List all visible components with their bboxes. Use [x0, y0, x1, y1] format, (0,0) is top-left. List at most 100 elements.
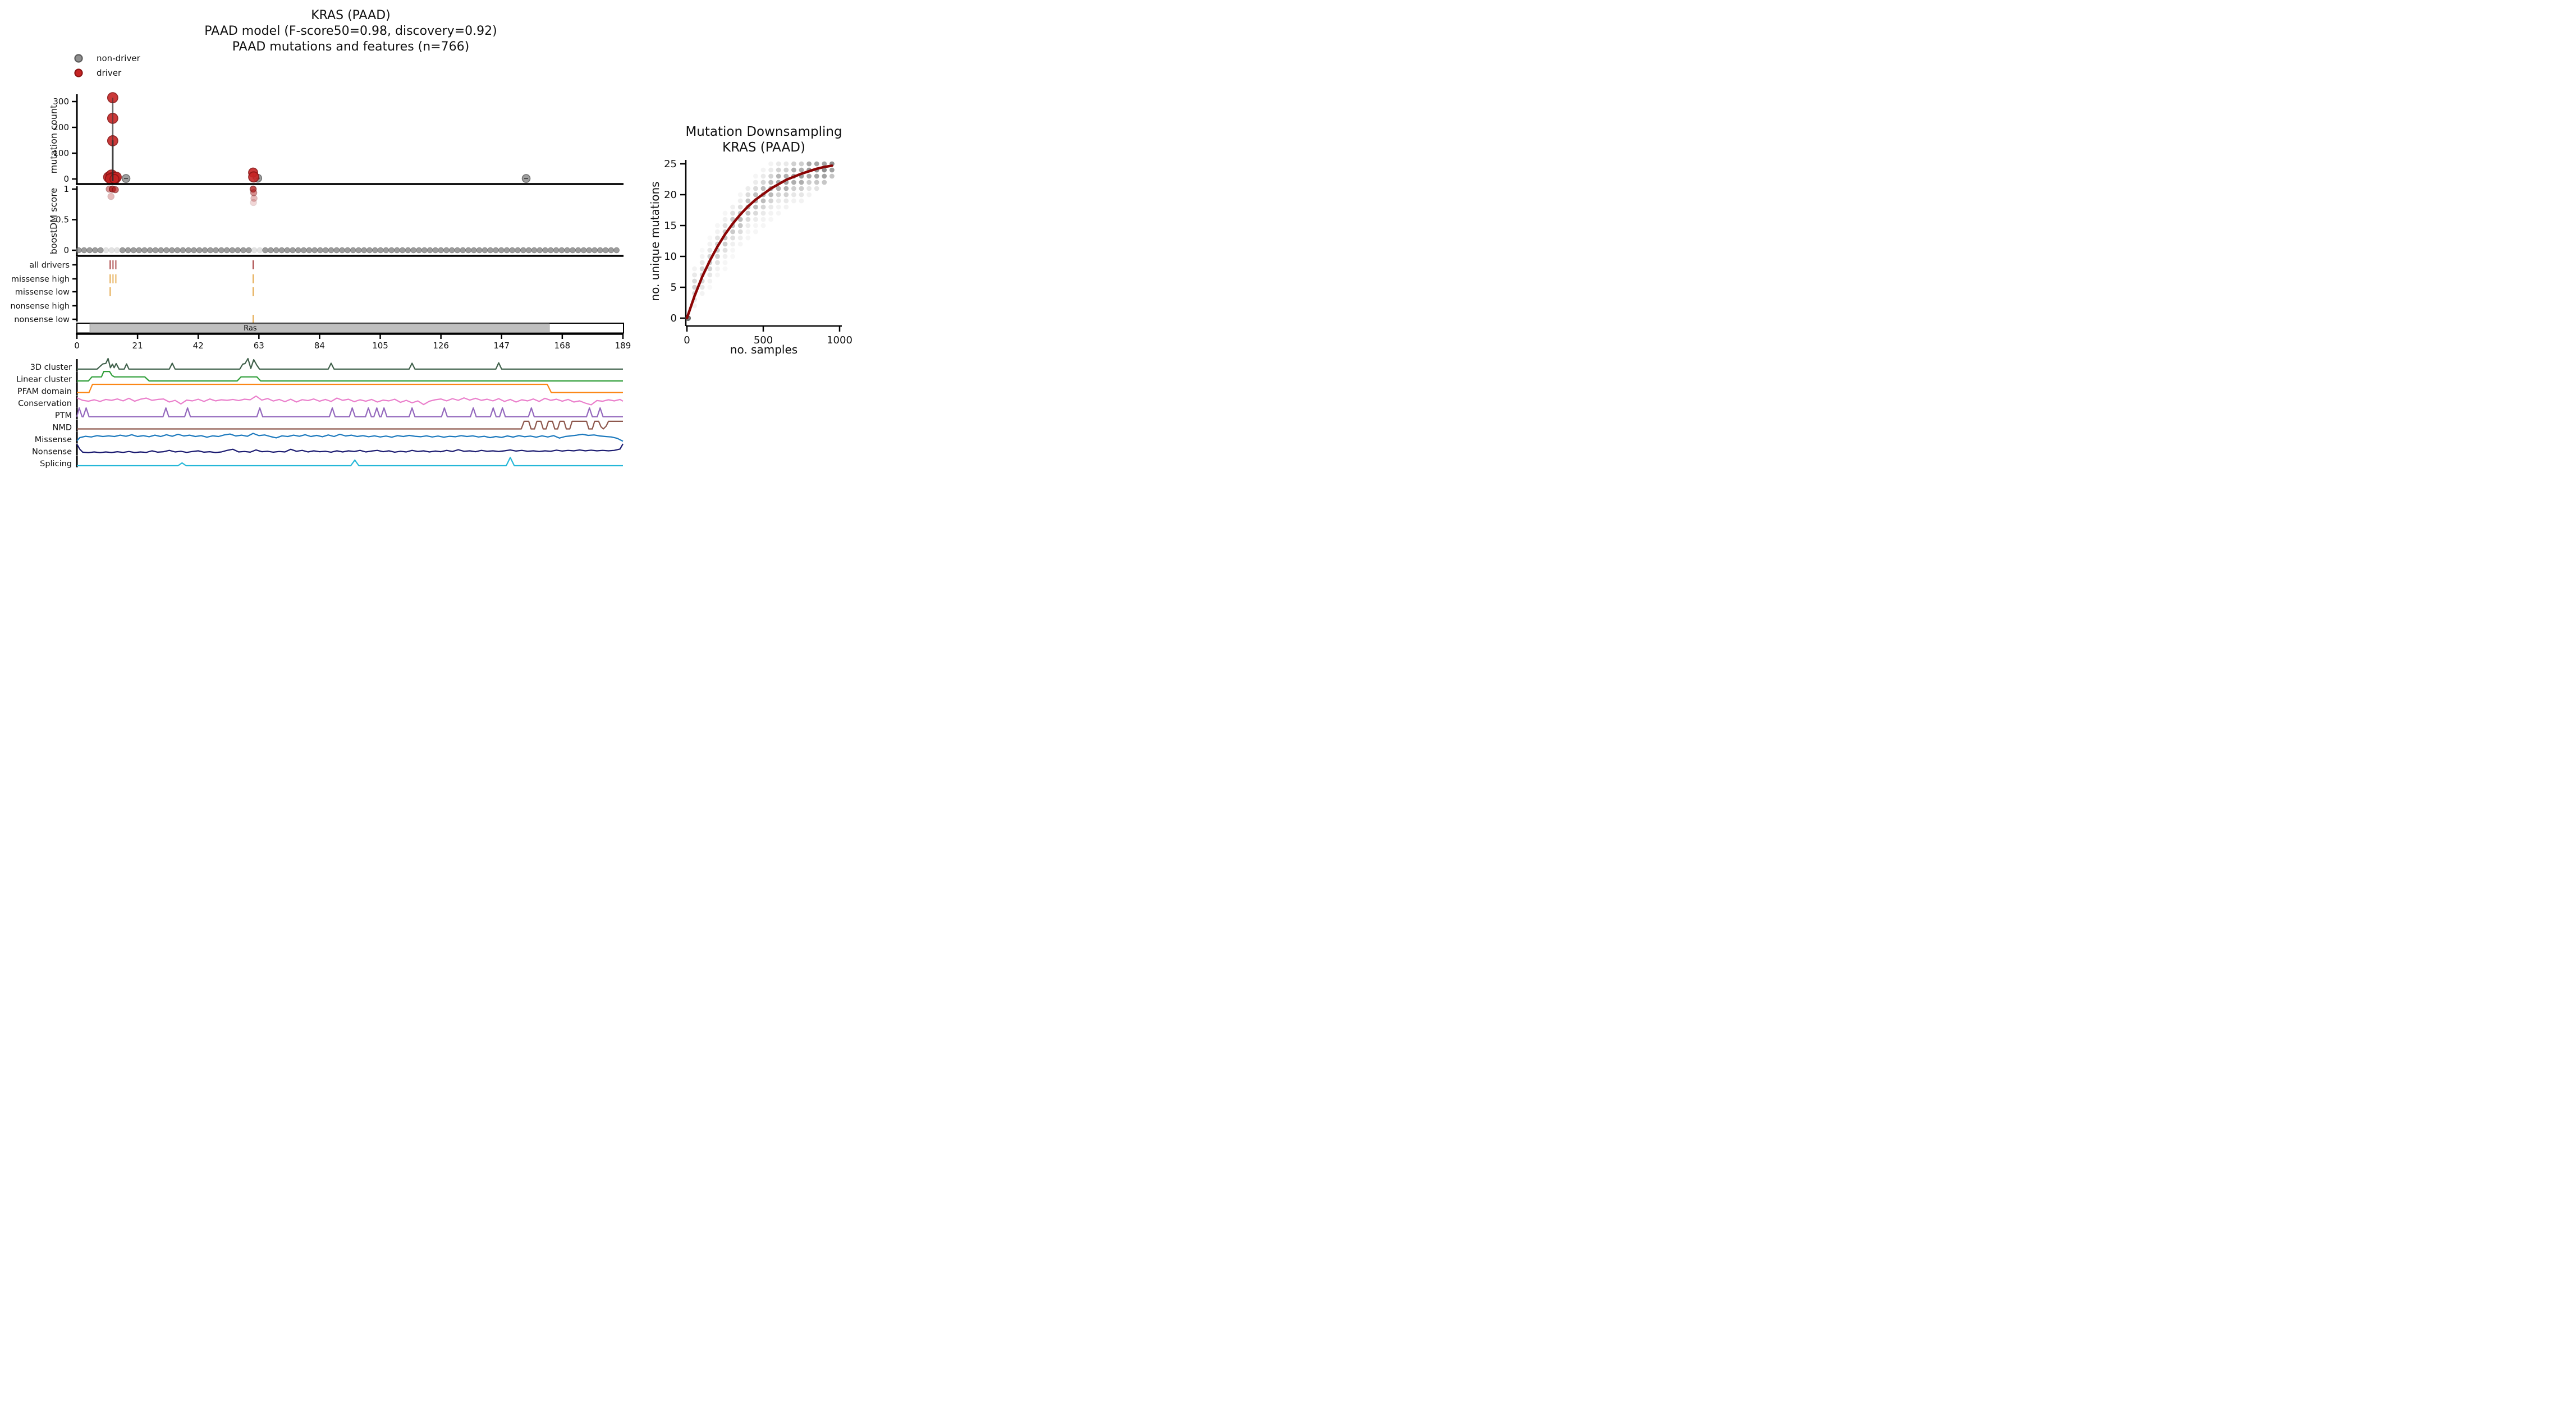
mutation-count-ytick-label: 300: [53, 97, 69, 107]
score-zero-point: [92, 247, 98, 254]
mutation-count-ytick-label: 0: [63, 174, 69, 184]
score-zero-point: [268, 247, 274, 254]
downsampling-point: [768, 198, 773, 204]
score-zero-point: [300, 247, 307, 254]
score-zero-point: [542, 247, 548, 254]
downsampling-point: [829, 167, 835, 173]
downsampling-point: [753, 229, 758, 235]
score-zero-point: [311, 247, 318, 254]
downsampling-point: [699, 266, 705, 272]
score-zero-point: [322, 247, 329, 254]
score-zero-point: [443, 247, 450, 254]
track-row-label: missense low: [15, 288, 70, 297]
feature-label-nonsense: Nonsense: [32, 448, 72, 457]
x-axis-tick-label: 147: [493, 341, 510, 351]
score-zero-point: [201, 247, 208, 254]
downsampling-point: [776, 210, 781, 216]
driver-score-point: [107, 192, 114, 200]
downsampling-point: [768, 161, 773, 167]
downsampling-point: [776, 204, 781, 210]
downsampling-point: [768, 192, 773, 198]
downsampling-point: [737, 235, 743, 241]
downsampling-point: [799, 198, 804, 204]
downsampling-point: [806, 161, 812, 167]
boostdm-ytick-label: 0.5: [56, 215, 69, 225]
score-zero-point: [240, 247, 246, 254]
downsampling-ytick-label: 20: [664, 189, 677, 201]
downsampling-point: [783, 167, 789, 173]
score-zero-point: [580, 247, 587, 254]
downsampling-point: [783, 173, 789, 179]
boostdm-score-ylabel: boostDM score: [48, 188, 59, 255]
score-zero-point: [454, 247, 461, 254]
driver-score-point: [250, 189, 258, 196]
mutation-count-ytick-label: 200: [53, 122, 69, 132]
downsampling-point: [753, 210, 758, 216]
score-zero-point: [399, 247, 406, 254]
x-axis-tick-label: 84: [314, 341, 325, 351]
x-axis-tick-label: 0: [74, 341, 80, 351]
x-axis-tick-label: 105: [372, 341, 388, 351]
figure-page: KRAS (PAAD) PAAD model (F-score50=0.98, …: [0, 0, 859, 470]
score-zero-point: [372, 247, 378, 254]
downsampling-point: [760, 204, 766, 210]
downsampling-point: [768, 167, 773, 173]
figure-title-line2: PAAD model (F-score50=0.98, discovery=0.…: [204, 24, 497, 38]
score-zero-point: [103, 247, 109, 254]
score-zero-point: [333, 247, 340, 254]
x-axis-tick-label: 21: [132, 341, 143, 351]
downsampling-point: [715, 260, 720, 265]
score-zero-point: [278, 247, 285, 254]
score-zero-point: [586, 247, 593, 254]
score-zero-point: [558, 247, 565, 254]
score-zero-point: [509, 247, 516, 254]
score-zero-point: [114, 247, 120, 254]
score-zero-point: [493, 247, 499, 254]
downsampling-point: [799, 167, 804, 173]
feature-label-ptm: PTM: [55, 411, 72, 420]
downsampling-ytick-label: 0: [671, 313, 677, 324]
downsampling-point: [737, 204, 743, 210]
downsampling-point: [707, 235, 713, 241]
downsampling-point: [737, 198, 743, 204]
downsampling-point: [783, 186, 789, 191]
score-zero-point: [223, 247, 230, 254]
score-zero-point: [438, 247, 444, 254]
downsampling-point: [715, 266, 720, 272]
downsampling-point: [692, 272, 697, 278]
score-zero-point: [405, 247, 411, 254]
score-zero-point: [136, 247, 142, 254]
feature-label-pfam-domain: PFAM domain: [17, 387, 72, 396]
downsampling-point: [707, 284, 713, 290]
score-zero-point: [602, 247, 609, 254]
downsampling-point: [730, 247, 735, 253]
score-zero-point: [284, 247, 291, 254]
downsampling-point: [699, 291, 705, 296]
downsampling-point: [707, 278, 713, 284]
downsampling-point: [776, 192, 781, 198]
track-row-label: nonsense low: [14, 315, 70, 324]
downsampling-point: [745, 192, 751, 198]
protein-domain-bar: Ras: [76, 323, 624, 334]
feature-line-linear-cluster: [77, 370, 623, 382]
downsampling-xtick-label: 1000: [827, 334, 852, 346]
downsampling-point: [707, 247, 713, 253]
downsampling-point: [768, 217, 773, 222]
downsampling-plot: 0 5 10 15 20 25 0 500 1000: [664, 158, 852, 346]
score-zero-point: [531, 247, 538, 254]
score-zero-point: [503, 247, 510, 254]
downsampling-point: [829, 173, 835, 179]
downsampling-point: [806, 173, 812, 179]
downsampling-xtick-label: 500: [754, 334, 773, 346]
x-axis-tick-label: 63: [254, 341, 264, 351]
score-zero-point: [185, 247, 192, 254]
feature-line-conservation: [76, 395, 624, 406]
score-zero-point: [460, 247, 466, 254]
score-zero-point: [81, 247, 88, 254]
downsampling-point: [730, 210, 735, 216]
score-zero-point: [498, 247, 505, 254]
score-zero-point: [421, 247, 428, 254]
downsampling-point: [715, 229, 720, 235]
downsampling-point: [753, 204, 758, 210]
downsampling-point: [791, 167, 796, 173]
